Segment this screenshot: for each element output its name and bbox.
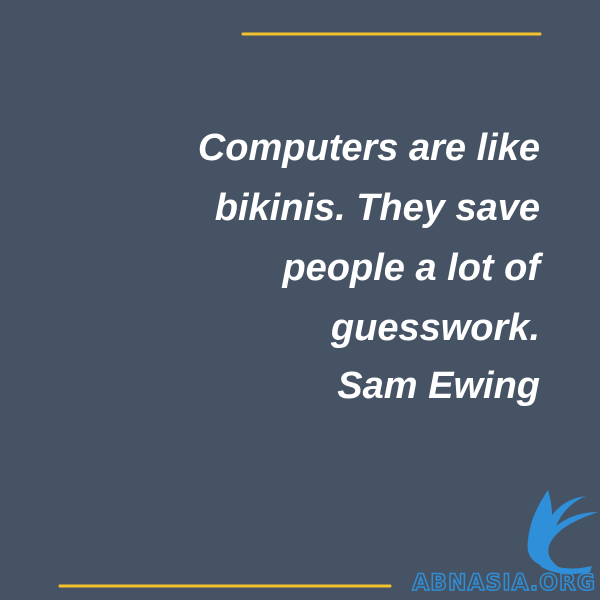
logo-bird [527,490,598,568]
logo-text: ABNASIA.ORG [412,571,596,596]
quote-line: guesswork. [330,307,540,349]
quote-line: bikinis. They save [215,187,540,229]
quote-author: Sam Ewing [337,365,540,407]
quote-line: people a lot of [281,247,543,289]
logo-tail [540,560,592,574]
logo: ABNASIA.ORG [411,490,598,597]
quote: Computers are like bikinis. They save pe… [198,127,543,407]
quote-line: Computers are like [198,127,540,169]
